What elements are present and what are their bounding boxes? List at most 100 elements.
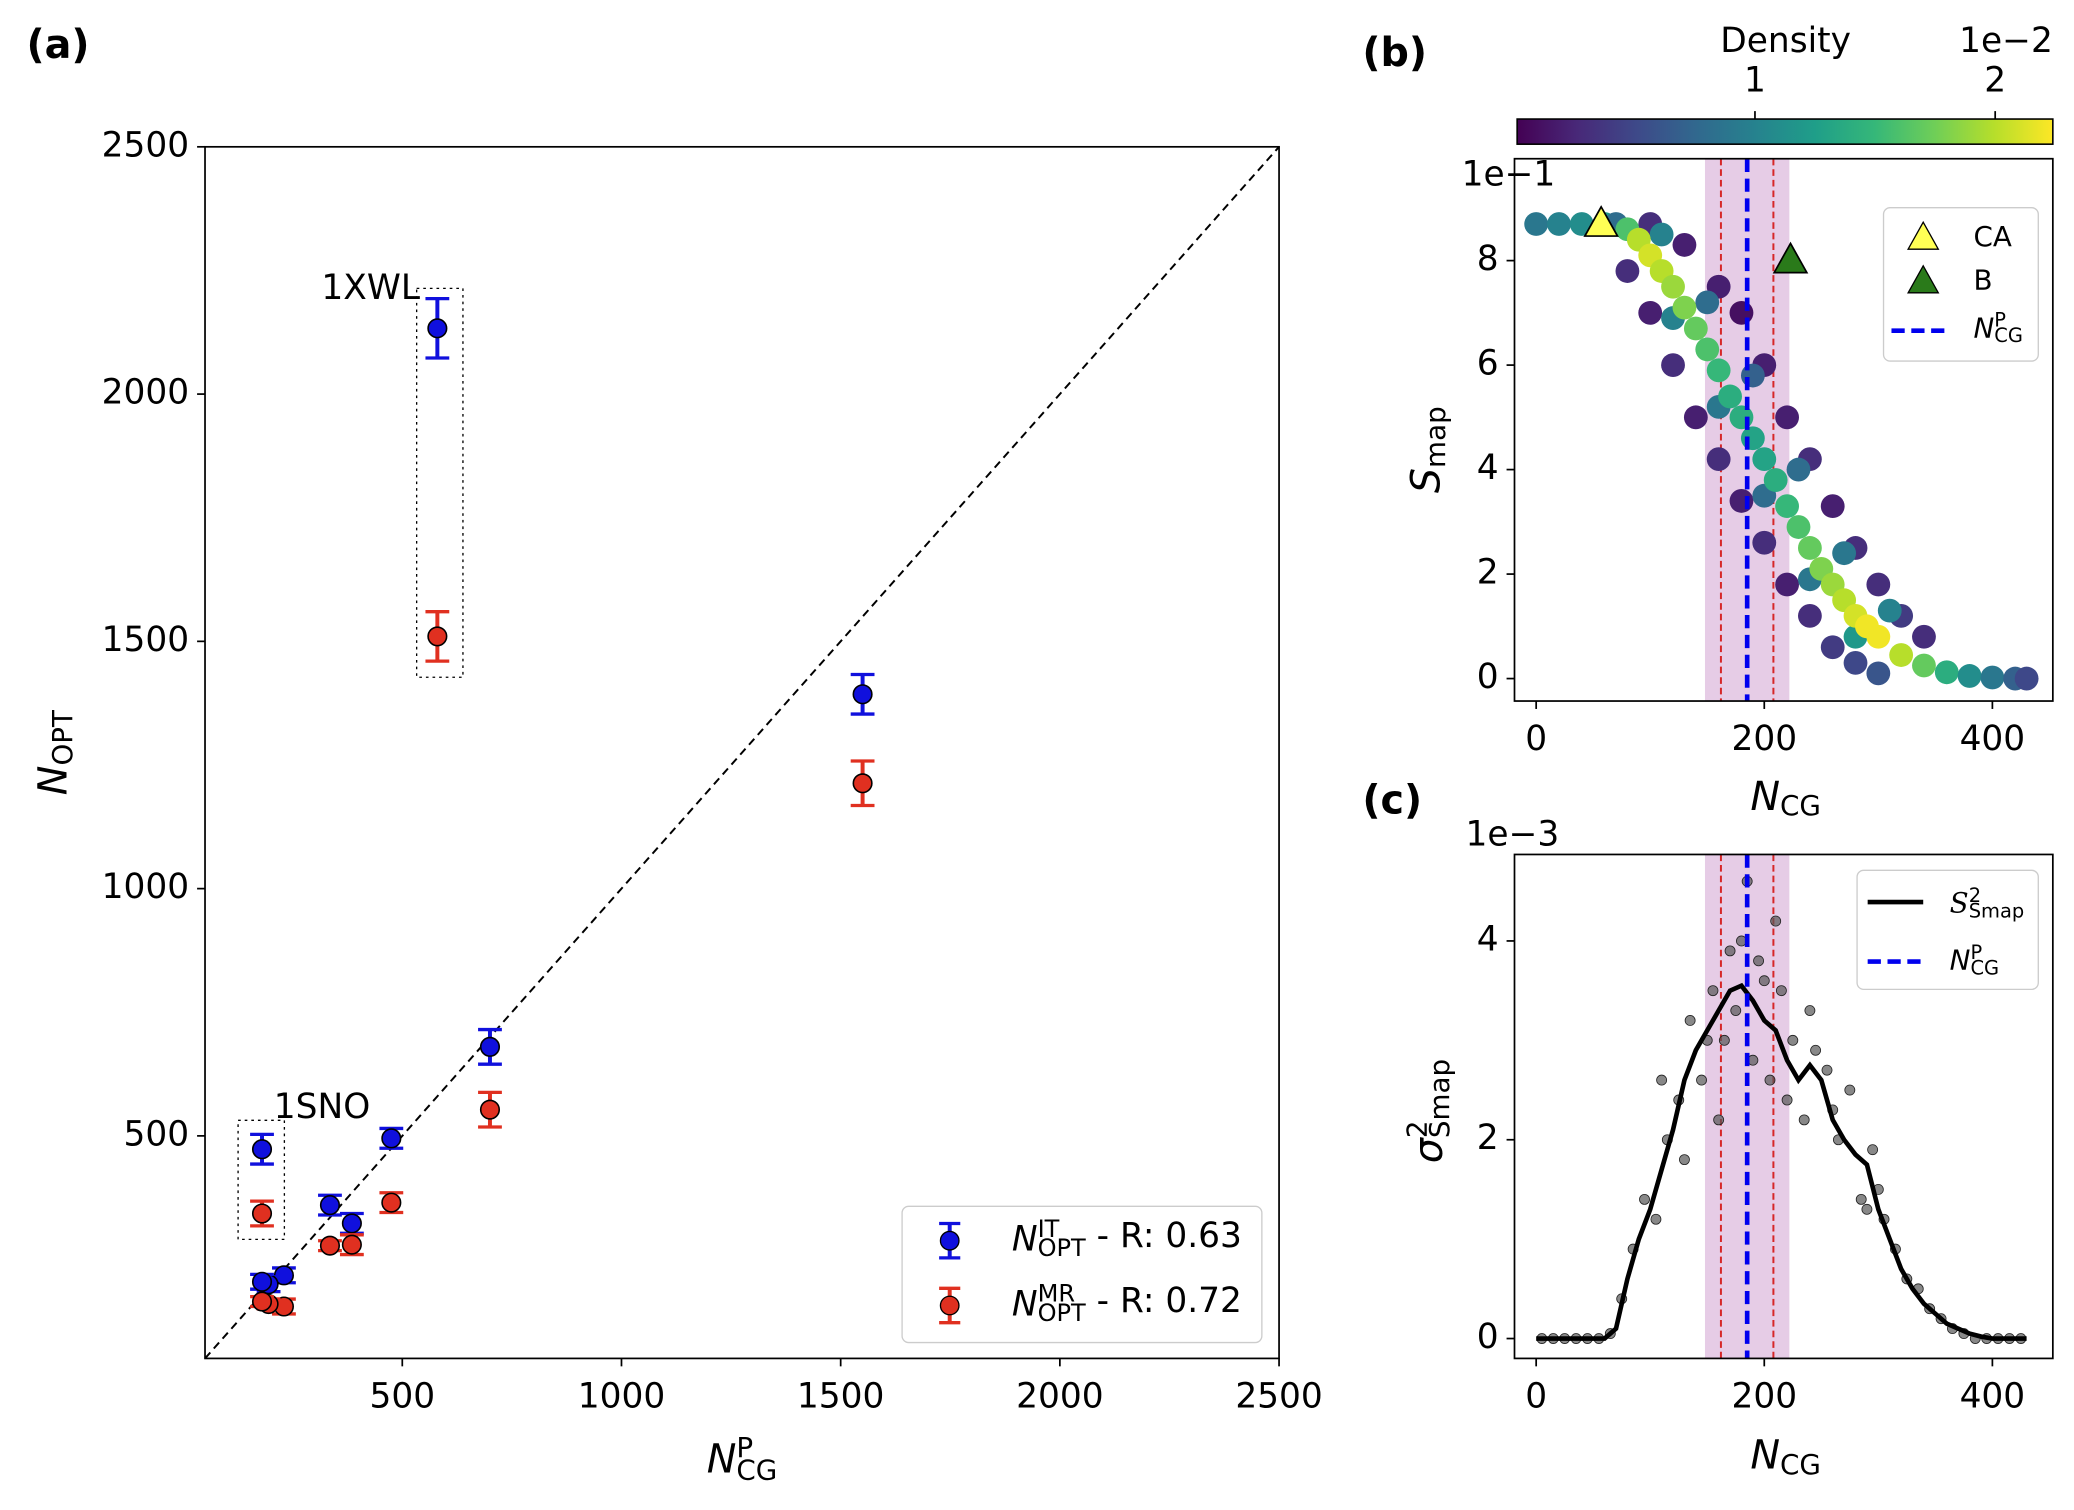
annotation: 1XWL bbox=[321, 268, 420, 308]
density-point bbox=[1877, 598, 1902, 623]
legend-box bbox=[901, 1205, 1263, 1344]
y-axis-label: NOPT bbox=[30, 709, 79, 795]
legend-marker bbox=[1907, 220, 1940, 250]
legend-label-sub: OPT bbox=[1038, 1234, 1086, 1262]
density-point bbox=[1695, 290, 1720, 315]
scatter-point bbox=[1753, 955, 1764, 967]
legend-label: CA bbox=[1973, 220, 2011, 253]
density-point bbox=[1775, 572, 1799, 597]
legend-label-rest: - R: 0.63 bbox=[1086, 1216, 1242, 1256]
axes-frame bbox=[1513, 157, 2054, 702]
marker bbox=[1583, 205, 1619, 237]
legend-marker bbox=[1907, 264, 1940, 294]
legend-label-sub: Smap bbox=[1969, 899, 2025, 922]
density-point bbox=[1980, 665, 2005, 690]
density-point bbox=[1786, 457, 1811, 482]
marker bbox=[1772, 241, 1809, 274]
scatter-point bbox=[1798, 1114, 1810, 1126]
point bbox=[479, 1099, 501, 1120]
scatter-point bbox=[1679, 1154, 1690, 1166]
legend-label-base: N bbox=[1012, 1219, 1038, 1259]
scatter-point bbox=[1639, 1193, 1650, 1205]
y-axis-label-base: N bbox=[30, 766, 76, 796]
density-point bbox=[1752, 447, 1777, 472]
scatter-point bbox=[1707, 985, 1719, 997]
y-axis-label-sub: Smap bbox=[1423, 1059, 1456, 1138]
y-axis-label-base: σ bbox=[1406, 1136, 1452, 1163]
x-tick-label: 0 bbox=[1525, 719, 1547, 759]
diagonal bbox=[204, 146, 1280, 1360]
point bbox=[381, 1128, 402, 1149]
y-axis-label-base: S bbox=[1403, 468, 1449, 493]
scatter-point bbox=[1758, 975, 1770, 987]
annotation: 1SNO bbox=[274, 1087, 370, 1127]
point bbox=[319, 1195, 341, 1216]
x-tick-label: 2000 bbox=[1016, 1377, 1103, 1417]
legend-label-base: S bbox=[1950, 886, 1969, 919]
axes-frame bbox=[204, 145, 1280, 1360]
density-point bbox=[1797, 536, 1822, 560]
scatter-point bbox=[1781, 1094, 1793, 1106]
density-point bbox=[1661, 274, 1685, 299]
x-tick-label: 2500 bbox=[1235, 1377, 1322, 1417]
scatter-point bbox=[1844, 1084, 1856, 1096]
scatter-point bbox=[1724, 945, 1736, 957]
x-axis-label-base: N bbox=[707, 1436, 737, 1482]
y-tick-label: 2 bbox=[1477, 553, 1499, 593]
density-point bbox=[1683, 316, 1708, 341]
scatter-point bbox=[1764, 1074, 1776, 1086]
density-point bbox=[1797, 603, 1822, 628]
colorbar bbox=[1516, 118, 2054, 145]
y-offset: 1e−1 bbox=[1462, 154, 1556, 194]
x-axis-label-base: N bbox=[1750, 773, 1780, 819]
y-tick-label: 8 bbox=[1477, 239, 1499, 279]
legend-label-sup: IT bbox=[1038, 1215, 1060, 1243]
density-point bbox=[1729, 405, 1754, 430]
density-point bbox=[1718, 384, 1742, 409]
density-point bbox=[1775, 405, 1799, 430]
density-point bbox=[1683, 405, 1708, 430]
density-point bbox=[1547, 212, 1571, 236]
legend-label-sup: P bbox=[1970, 940, 1982, 963]
scatter-point bbox=[1821, 1064, 1833, 1076]
scatter-point bbox=[1867, 1144, 1879, 1156]
density-point bbox=[1957, 664, 1982, 688]
legend-label: NP CG bbox=[1973, 308, 2022, 347]
x-axis-label-sub: CG bbox=[736, 1453, 777, 1486]
scatter-point bbox=[1730, 1005, 1742, 1016]
density-point bbox=[1843, 650, 1868, 675]
scatter-point bbox=[1770, 915, 1782, 927]
colorbar-tick-label: 1 bbox=[1744, 61, 1766, 101]
scatter-point bbox=[1861, 1203, 1873, 1215]
density-point bbox=[1672, 233, 1697, 257]
scatter-point bbox=[1650, 1213, 1662, 1225]
density-point bbox=[1775, 494, 1799, 519]
point bbox=[251, 1139, 273, 1160]
legend-label-sup: P bbox=[1994, 308, 2006, 331]
highlight-box bbox=[237, 1119, 286, 1241]
scatter-point bbox=[1696, 1074, 1707, 1086]
density-point bbox=[1912, 624, 1936, 649]
y-axis-label: Smap bbox=[1403, 406, 1452, 493]
y-axis-label: σ2Smap bbox=[1401, 1059, 1456, 1163]
legend-box bbox=[1856, 869, 2039, 991]
y-tick-label: 1000 bbox=[102, 867, 189, 907]
x-tick-label: 400 bbox=[1960, 1377, 2026, 1417]
legend-label-base: N bbox=[1012, 1284, 1038, 1324]
point bbox=[381, 1192, 402, 1213]
density-point bbox=[1866, 572, 1891, 597]
colorbar-offset: 1e−2 bbox=[1959, 21, 2053, 61]
x-tick-label: 0 bbox=[1525, 1377, 1547, 1417]
legend-label-sub: CG bbox=[1970, 956, 1999, 979]
legend-label-sub: OPT bbox=[1038, 1299, 1086, 1327]
panel-label: (b) bbox=[1362, 30, 1427, 76]
colorbar-label: Density bbox=[1720, 21, 1851, 61]
y-tick-label: 2500 bbox=[102, 125, 189, 165]
density-point bbox=[1934, 660, 1959, 685]
density-point bbox=[1912, 653, 1936, 678]
scatter-point bbox=[1855, 1193, 1867, 1205]
legend-label: NIT OPT - R: 0.63 bbox=[1012, 1215, 1242, 1262]
x-tick-label: 500 bbox=[369, 1377, 435, 1417]
density-point bbox=[1661, 353, 1685, 377]
